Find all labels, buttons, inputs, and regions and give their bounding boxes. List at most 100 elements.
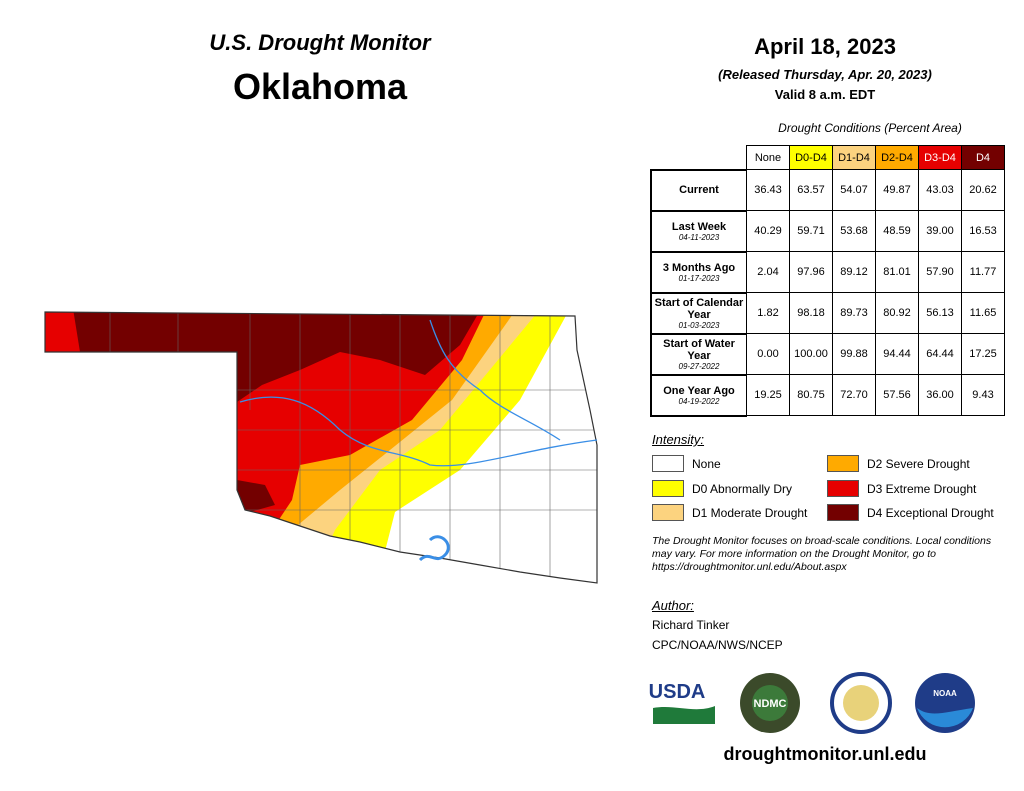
d4-area-sw bbox=[237, 480, 275, 512]
row-name: Start of Calendar Year bbox=[654, 296, 744, 321]
row-date: 09-27-2022 bbox=[678, 361, 720, 371]
row-label: Last Week 04-11-2023 bbox=[650, 209, 747, 253]
row-label: One Year Ago 04-19-2022 bbox=[650, 373, 747, 417]
row-date: 04-11-2023 bbox=[678, 232, 720, 242]
title: U.S. Drought Monitor bbox=[209, 30, 431, 55]
river bbox=[429, 319, 561, 441]
value-cell: 81.01 bbox=[875, 251, 919, 293]
header-row: None D0-D4 D1-D4 D2-D4 D3-D4 D4 bbox=[651, 145, 1005, 170]
value-cell: 48.59 bbox=[875, 210, 919, 252]
legend-swatch bbox=[827, 480, 859, 497]
value-cell: 89.73 bbox=[832, 292, 876, 334]
legend-item: D0 Abnormally Dry bbox=[652, 480, 792, 497]
value-cell: 100.00 bbox=[789, 333, 833, 375]
table-row: Last Week 04-11-2023 40.29 59.71 53.68 48.59 3… bbox=[650, 209, 1005, 253]
author-org: CPC/NOAA/NWS/NCEP bbox=[652, 638, 783, 652]
value-cell: 40.29 bbox=[746, 210, 790, 252]
value-cell: 43.03 bbox=[918, 169, 962, 211]
valid-time: Valid 8 a.m. EDT bbox=[774, 87, 876, 102]
author-title: Author: bbox=[652, 598, 694, 613]
legend-label: D1 Moderate Drought bbox=[692, 505, 808, 520]
value-cell: 94.44 bbox=[875, 333, 919, 375]
county-lines bbox=[109, 312, 597, 578]
value-cell: 49.87 bbox=[875, 169, 919, 211]
state-outline bbox=[44, 311, 598, 584]
noaa-logo: NOAA bbox=[933, 689, 957, 698]
logos: USDA NDMC NOAA bbox=[649, 672, 975, 734]
value-cell: 16.53 bbox=[961, 210, 1005, 252]
table-row: Start of Water Year 09-27-2022 0.00 100.00 9… bbox=[650, 332, 1005, 376]
legend-item: None bbox=[652, 455, 721, 472]
value-cell: 97.96 bbox=[789, 251, 833, 293]
ndmc-inner bbox=[752, 685, 788, 721]
conditions-table: None D0-D4 D1-D4 D2-D4 D3-D4 D4 Current 36.43 63… bbox=[650, 145, 1005, 417]
column-header: D3-D4 bbox=[918, 145, 962, 170]
value-cell: 72.70 bbox=[832, 374, 876, 416]
value-cell: 17.25 bbox=[961, 333, 1005, 375]
legend-item: D3 Extreme Drought bbox=[827, 480, 976, 497]
blank-cell bbox=[651, 146, 747, 170]
legend-label: D0 Abnormally Dry bbox=[692, 481, 793, 496]
value-cell: 89.12 bbox=[832, 251, 876, 293]
value-cell: 9.43 bbox=[961, 374, 1005, 416]
d3-area-nw bbox=[45, 312, 80, 352]
legend-label: D2 Severe Drought bbox=[867, 456, 970, 471]
value-cell: 98.18 bbox=[789, 292, 833, 334]
table-row: 3 Months Ago 01-17-2023 2.04 97.96 89.12 81.0… bbox=[650, 250, 1005, 294]
value-cell: 56.13 bbox=[918, 292, 962, 334]
legend-swatch bbox=[652, 504, 684, 521]
legend-item: D1 Moderate Drought bbox=[652, 504, 807, 521]
map bbox=[44, 311, 598, 584]
legend-item: D4 Exceptional Drought bbox=[827, 504, 994, 521]
state-name: Oklahoma bbox=[232, 66, 408, 107]
value-cell: 57.90 bbox=[918, 251, 962, 293]
legend-label: D4 Exceptional Drought bbox=[867, 505, 994, 520]
value-cell: 2.04 bbox=[746, 251, 790, 293]
disclaimer: The Drought Monitor focuses on broad-sca… bbox=[652, 535, 992, 573]
value-cell: 57.56 bbox=[875, 374, 919, 416]
legend-swatch bbox=[827, 504, 859, 521]
value-cell: 19.25 bbox=[746, 374, 790, 416]
author-name: Richard Tinker bbox=[652, 618, 730, 632]
value-cell: 0.00 bbox=[746, 333, 790, 375]
row-label: Start of Water Year 09-27-2022 bbox=[650, 332, 747, 376]
value-cell: 80.92 bbox=[875, 292, 919, 334]
value-cell: 80.75 bbox=[789, 374, 833, 416]
legend-swatch bbox=[652, 455, 684, 472]
noaa-wave bbox=[917, 708, 973, 728]
value-cell: 36.00 bbox=[918, 374, 962, 416]
row-label: Start of Calendar Year 01-03-2023 bbox=[650, 291, 747, 335]
value-cell: 11.65 bbox=[961, 292, 1005, 334]
value-cell: 1.82 bbox=[746, 292, 790, 334]
doc-inner bbox=[843, 685, 879, 721]
legend-label: None bbox=[692, 456, 721, 471]
legend-swatch bbox=[827, 455, 859, 472]
row-label: Current bbox=[650, 168, 747, 212]
table-row: One Year Ago 04-19-2022 19.25 80.75 72.70 57.… bbox=[650, 373, 1005, 417]
value-cell: 99.88 bbox=[832, 333, 876, 375]
row-name: Start of Water Year bbox=[663, 337, 735, 362]
table-caption: Drought Conditions (Percent Area) bbox=[778, 121, 962, 135]
row-name: 3 Months Ago bbox=[662, 261, 736, 274]
table-row: Start of Calendar Year 01-03-2023 1.82 98.1… bbox=[650, 291, 1005, 335]
legend-swatch bbox=[652, 480, 684, 497]
value-cell: 39.00 bbox=[918, 210, 962, 252]
map-date: April 18, 2023 bbox=[754, 34, 896, 59]
ndmc-logo: NDMC bbox=[754, 698, 787, 710]
legend-item: D2 Severe Drought bbox=[827, 455, 970, 472]
usda-logo: USDA bbox=[649, 681, 706, 703]
column-header: D2-D4 bbox=[875, 145, 919, 170]
row-date: 01-17-2023 bbox=[678, 273, 720, 283]
lake bbox=[418, 535, 450, 562]
column-header: None bbox=[746, 145, 790, 170]
column-header: D4 bbox=[961, 145, 1005, 170]
table-row: Current 36.43 63.57 54.07 49.87 43.03 20.62 bbox=[650, 168, 1005, 212]
legend-label: D3 Extreme Drought bbox=[867, 481, 977, 496]
column-header: D0-D4 bbox=[789, 145, 833, 170]
legend-title: Intensity: bbox=[652, 432, 705, 447]
value-cell: 20.62 bbox=[961, 169, 1005, 211]
row-date: 04-19-2022 bbox=[678, 396, 720, 406]
column-header: D1-D4 bbox=[832, 145, 876, 170]
release-date: (Released Thursday, Apr. 20, 2023) bbox=[718, 67, 932, 82]
